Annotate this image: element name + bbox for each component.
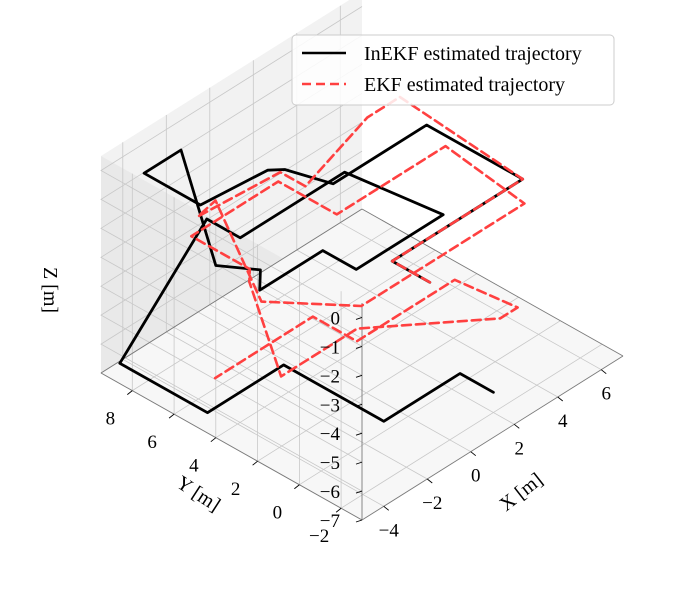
tick-labels: −4 −2 0 2 4 6 −2 0 2 4 6 8 0 −1 −2 −3 −4 −5 −6 −7 <box>106 308 611 547</box>
z-tick-mark <box>355 432 363 436</box>
z-tick-label: −4 <box>320 424 341 445</box>
grid-line-z <box>100 179 363 492</box>
y-tick-mark <box>210 437 217 443</box>
legend: InEKF estimated trajectory EKF estimated… <box>291 34 615 106</box>
x-tick-mark <box>383 505 390 511</box>
y-tick-label: 2 <box>231 479 241 500</box>
z-tick-label: −1 <box>320 337 340 358</box>
y-tick-mark <box>168 413 175 419</box>
y-tick-label: −2 <box>309 526 329 547</box>
axis-lines <box>100 208 624 523</box>
grid-line-z <box>100 121 363 434</box>
series-line-inekf <box>118 123 525 423</box>
axis-line <box>361 355 624 521</box>
grid-line-z <box>100 6 363 318</box>
x-tick-mark <box>426 478 433 484</box>
grid-line-z <box>100 92 363 405</box>
y-tick-label: 6 <box>147 432 157 453</box>
z-tick-mark <box>355 317 363 320</box>
axis-line <box>361 208 624 357</box>
y-tick-mark <box>252 460 258 466</box>
legend-label-inekf: InEKF estimated trajectory <box>364 43 582 65</box>
y-tick-mark <box>335 507 342 513</box>
trajectory-series <box>118 95 526 423</box>
axis-line <box>100 208 363 374</box>
z-tick-mark <box>355 490 363 494</box>
y-tick-label: 0 <box>273 503 283 524</box>
y-tick-label: 8 <box>106 409 116 430</box>
legend-label-ekf: EKF estimated trajectory <box>364 74 565 96</box>
x-tick-label: 4 <box>558 411 568 432</box>
z-tick-mark <box>355 519 363 523</box>
x-tick-mark <box>557 396 564 402</box>
series-line-ekf <box>190 95 526 380</box>
x-axis-label: X [m] <box>495 469 547 516</box>
y-tick-label: 4 <box>189 456 199 477</box>
axis-line <box>100 372 363 521</box>
z-tick-label: −3 <box>320 395 340 416</box>
x-tick-mark <box>470 451 477 457</box>
x-tick-label: 2 <box>515 438 525 459</box>
z-tick-label: −5 <box>320 453 340 474</box>
x-tick-mark <box>600 369 607 375</box>
z-tick-label: −2 <box>320 366 340 387</box>
z-tick-label: 0 <box>331 308 341 329</box>
z-tick-mark <box>355 461 363 465</box>
z-axis-label: Z [m] <box>39 267 61 313</box>
x-tick-mark <box>513 423 520 429</box>
y-tick-mark <box>294 484 300 490</box>
legend-box <box>291 34 615 106</box>
grid-line-z <box>100 150 363 463</box>
y-axis-label: Y [m] <box>172 472 224 516</box>
x-tick-label: −2 <box>422 493 442 514</box>
y-tick-mark <box>127 390 133 395</box>
x-tick-label: 6 <box>602 384 612 405</box>
z-tick-mark <box>355 345 363 349</box>
grid-line-z <box>100 63 363 376</box>
x-tick-label: −4 <box>379 520 400 541</box>
z-tick-label: −7 <box>320 511 340 532</box>
z-tick-label: −6 <box>320 482 340 503</box>
grid-line-z <box>100 35 363 347</box>
z-tick-mark <box>355 374 363 378</box>
x-tick-label: 0 <box>471 466 481 487</box>
